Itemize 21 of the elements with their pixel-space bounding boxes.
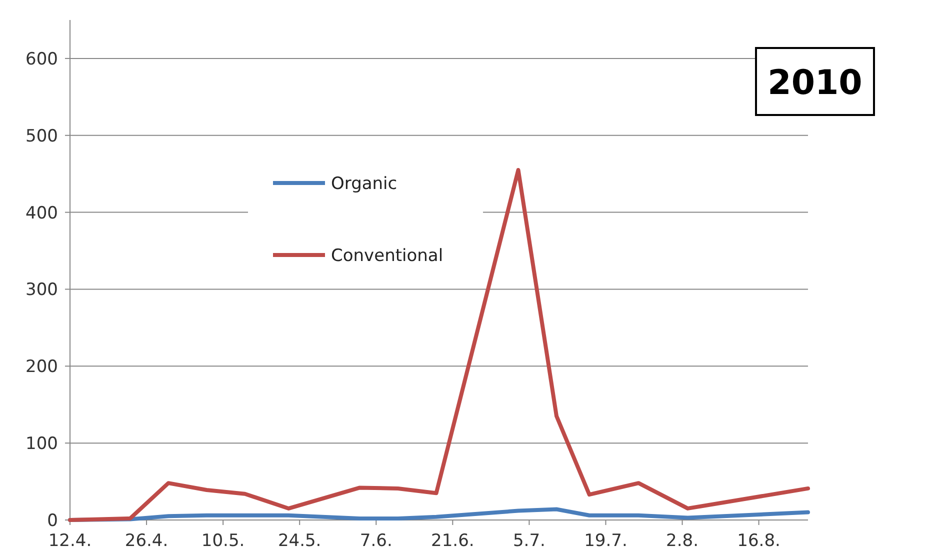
x-tick-label: 2.8. [666, 531, 698, 551]
y-tick-label: 500 [26, 126, 58, 146]
y-tick-label: 600 [26, 49, 58, 70]
y-tick-label: 200 [26, 357, 58, 378]
line-series [68, 168, 810, 522]
x-tick-label: 21.6. [431, 531, 474, 551]
text: 2010 [768, 62, 862, 103]
x-tick-label: 24.5. [278, 531, 322, 551]
y-tick-label: 100 [26, 434, 58, 454]
legend-label: Conventional [331, 246, 444, 266]
legend-label: Organic [331, 174, 398, 194]
x-tick-label: 5.7. [512, 531, 546, 551]
y-tick-label: 0 [47, 510, 58, 531]
x-tick-label: 26.4. [124, 531, 168, 551]
x-tick-label: 10.5. [201, 531, 245, 551]
x-tick-label: 16.8. [737, 531, 780, 551]
y-tick-label: 300 [26, 280, 58, 300]
y-tick-label: 400 [26, 203, 58, 224]
x-tick-label: 19.7. [584, 531, 628, 551]
x-tick-label: 7.6. [360, 531, 392, 551]
x-tick-label: 12.4. [48, 531, 92, 551]
